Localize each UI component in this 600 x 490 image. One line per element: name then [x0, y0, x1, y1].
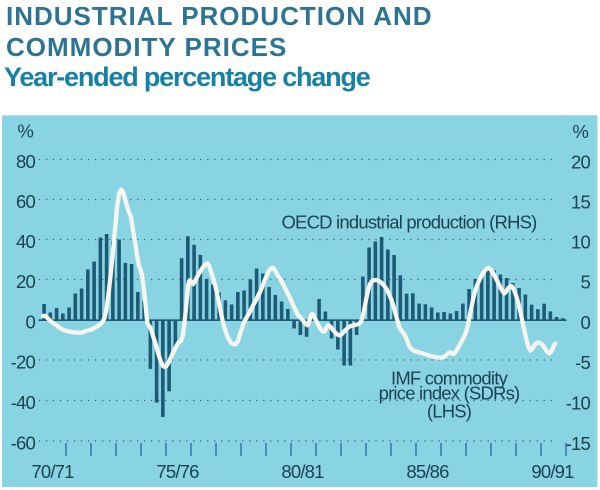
svg-text:85/86: 85/86 [406, 461, 449, 482]
svg-text:5: 5 [581, 272, 591, 293]
svg-text:80: 80 [16, 151, 35, 172]
svg-text:-40: -40 [11, 392, 36, 413]
svg-text:40: 40 [16, 231, 35, 252]
svg-text:-15: -15 [566, 433, 591, 454]
svg-text:20: 20 [16, 271, 35, 292]
svg-text:90/91: 90/91 [531, 461, 574, 482]
svg-text:15: 15 [571, 192, 590, 213]
svg-text:%: % [572, 121, 588, 142]
svg-text:20: 20 [571, 152, 590, 173]
svg-text:-5: -5 [575, 352, 590, 373]
svg-text:OECD industrial production (RH: OECD industrial production (RHS) [281, 212, 537, 233]
svg-text:75/76: 75/76 [156, 461, 199, 482]
svg-text:80/81: 80/81 [281, 461, 324, 482]
svg-text:60: 60 [16, 191, 35, 212]
svg-text:price index (SDRs): price index (SDRs) [379, 382, 520, 403]
svg-text:IMF commodity: IMF commodity [391, 368, 509, 389]
svg-text:-20: -20 [11, 352, 36, 373]
svg-text:(LHS): (LHS) [427, 401, 472, 422]
svg-text:-60: -60 [11, 433, 36, 454]
svg-text:0: 0 [581, 312, 591, 333]
svg-text:%: % [17, 121, 33, 142]
svg-text:0: 0 [26, 312, 36, 333]
svg-text:10: 10 [571, 232, 590, 253]
svg-text:70/71: 70/71 [31, 461, 74, 482]
svg-text:-10: -10 [566, 393, 591, 414]
